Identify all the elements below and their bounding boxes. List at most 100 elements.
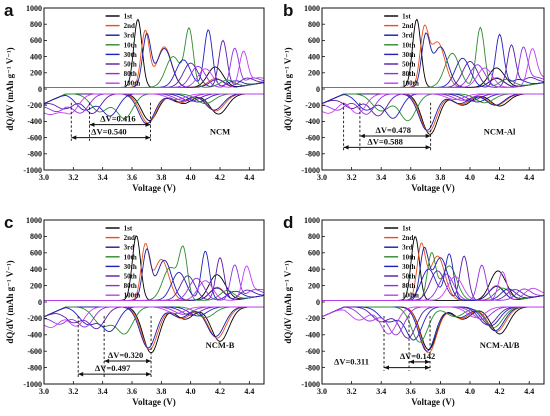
y-tick-label: 200	[308, 69, 320, 78]
dv-arrowhead-left	[78, 371, 84, 377]
series-line-a-1st-charge	[44, 18, 264, 88]
dv-arrowhead-right	[146, 358, 152, 364]
series-line-b-100th-discharge	[322, 93, 544, 114]
y-tick-label: -200	[305, 314, 320, 323]
dv-arrowhead-left	[89, 122, 95, 127]
y-tick-label: 800	[30, 232, 42, 241]
dv-arrowhead-right	[145, 122, 151, 127]
x-tick-label: 3.2	[68, 387, 78, 396]
y-tick-label: 600	[30, 36, 42, 45]
series-line-d-100th-charge	[322, 271, 544, 301]
panel-b: b -1000 -800 -600 -400 -200 0 200 400 600 800 1000 3…	[283, 1, 545, 193]
legend-label-2nd: 2nd	[124, 22, 135, 30]
y-tick-label: -800	[305, 363, 320, 372]
y-tick-label: 1000	[26, 216, 42, 225]
y-tick-label: 0	[38, 298, 42, 307]
y-tick-label: 0	[316, 298, 320, 307]
curves-b	[322, 18, 544, 135]
x-tick-label: 4.2	[215, 173, 225, 182]
y-tick-label: 200	[30, 69, 42, 78]
panel-c: c -1000 -800 -600 -400 -200 0 200 400 600 800 1000 3…	[4, 213, 265, 407]
x-tick-label: 3.4	[98, 387, 108, 396]
legend-label-2nd: 2nd	[402, 234, 413, 242]
y-tick-label: -200	[27, 314, 42, 323]
y-tick-label: -800	[305, 150, 320, 159]
legend-label-10th: 10th	[402, 41, 415, 49]
x-tick-label: 4.4	[244, 173, 254, 182]
x-tick-label: 3.0	[317, 387, 327, 396]
legend-label-30th: 30th	[124, 51, 137, 59]
y-tick-label: 0	[38, 85, 42, 94]
x-tick-label: 3.4	[376, 173, 386, 182]
series-line-c-30th-discharge	[44, 306, 264, 332]
y-tick-label: -200	[27, 101, 42, 110]
y-tick-label: -800	[27, 363, 42, 372]
x-tick-label: 4.4	[244, 387, 254, 396]
x-tick-label: 3.8	[156, 173, 166, 182]
x-tick-label: 4.2	[495, 387, 505, 396]
y-tick-label: -1000	[23, 166, 42, 175]
y-tick-label: -400	[27, 117, 42, 126]
dv-arrowhead-left	[343, 145, 349, 150]
y-tick-label: 400	[308, 52, 320, 61]
y-tick-label: 800	[308, 232, 320, 241]
series-line-d-100th-discharge	[322, 306, 544, 335]
dv-label: ΔV=0.320	[108, 350, 143, 360]
x-tick-label: 3.6	[406, 173, 416, 182]
legend-label-2nd: 2nd	[124, 234, 135, 242]
dv-label: ΔV=0.540	[91, 127, 126, 137]
y-tick-label: 200	[308, 281, 320, 290]
legend-label-50th: 50th	[402, 61, 415, 69]
x-tick-label: 4.0	[465, 173, 475, 182]
y-tick-label: -200	[305, 101, 320, 110]
y-tick-label: -600	[305, 347, 320, 356]
panel-letter-c: c	[4, 213, 13, 232]
x-tick-label: 4.0	[186, 387, 196, 396]
legend-label-50th: 50th	[124, 61, 137, 69]
x-tick-label: 3.0	[317, 173, 327, 182]
sample-label: NCM	[210, 126, 230, 136]
series-line-b-10th-charge	[322, 26, 544, 88]
series-line-a-100th-discharge	[44, 93, 264, 115]
plot-frame-b	[321, 7, 545, 171]
legend-label-3rd: 3rd	[124, 244, 135, 252]
series-line-b-3rd-charge	[322, 32, 544, 88]
dv-arrowhead-right	[146, 371, 152, 377]
legend-label-100th: 100th	[124, 80, 141, 88]
y-tick-label: 800	[30, 20, 42, 29]
legend-label-3rd: 3rd	[402, 32, 413, 40]
legend-label-80th: 80th	[402, 70, 415, 78]
legend-label-100th: 100th	[402, 292, 419, 300]
x-axis-title: Voltage (V)	[411, 183, 454, 193]
series-line-b-100th-charge	[322, 48, 544, 88]
panel-letter-d: d	[283, 213, 293, 232]
series-line-d-80th-discharge	[322, 306, 544, 336]
x-tick-label: 3.4	[376, 387, 386, 396]
x-tick-label: 3.4	[98, 173, 108, 182]
dv-label: ΔV=0.311	[334, 357, 369, 367]
y-tick-label: -400	[305, 117, 320, 126]
dv-arrowhead-left	[104, 358, 110, 364]
legend-label-80th: 80th	[124, 70, 137, 78]
x-tick-label: 3.0	[39, 173, 49, 182]
x-tick-label: 3.6	[406, 387, 416, 396]
x-tick-label: 3.2	[347, 173, 357, 182]
plot-frame-c	[43, 219, 265, 385]
series-line-b-3rd-discharge	[322, 93, 544, 131]
curves-c	[44, 235, 264, 354]
dv-arrowhead-right	[425, 359, 431, 365]
y-tick-label: -400	[27, 331, 42, 340]
x-tick-label: 3.6	[127, 173, 137, 182]
legend-label-10th: 10th	[124, 41, 137, 49]
x-tick-label: 3.8	[435, 173, 445, 182]
series-line-c-50th-discharge	[44, 306, 264, 330]
y-axis-title: dQ/dV (mAh g⁻¹ V⁻¹)	[5, 47, 15, 130]
y-tick-label: 600	[308, 249, 320, 258]
y-tick-label: 400	[30, 265, 42, 274]
curves-d	[322, 236, 544, 354]
dv-label: ΔV=0.142	[400, 351, 435, 361]
y-tick-label: -400	[305, 331, 320, 340]
series-line-a-3rd-discharge	[44, 93, 264, 125]
x-tick-label: 3.2	[68, 173, 78, 182]
y-tick-label: -600	[27, 133, 42, 142]
